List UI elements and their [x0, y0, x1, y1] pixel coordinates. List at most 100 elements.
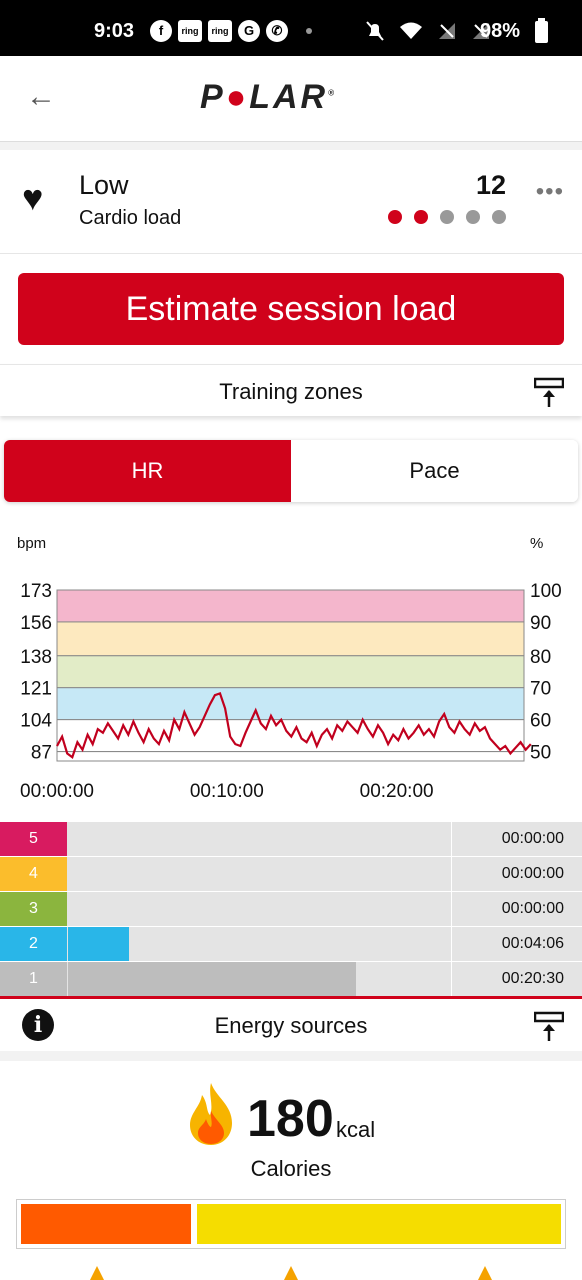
flame-icon	[190, 1083, 232, 1145]
calories-label: Calories	[250, 1156, 332, 1181]
zone-row-5: 5 00:00:00	[0, 822, 582, 857]
cardio-load-label: Cardio load	[79, 207, 182, 229]
energy-marker-icon	[478, 1266, 492, 1280]
status-time: 9:03	[94, 20, 135, 42]
zone-divider	[451, 892, 452, 926]
app-icon: G	[238, 20, 260, 42]
y-axis-label: bpm	[17, 535, 46, 552]
zone-band-2	[56, 687, 525, 721]
whatsapp-icon: ✆	[266, 20, 288, 42]
zone-time: 00:20:30	[501, 970, 564, 987]
signal-icon	[439, 23, 455, 39]
training-zones-title: Training zones	[219, 379, 363, 404]
energy-source-segment	[197, 1204, 561, 1244]
zone-row-4: 4 00:00:00	[0, 857, 582, 892]
estimate-session-load-button[interactable]: Estimate session load	[18, 273, 564, 345]
y-tick-label: 121	[20, 679, 52, 700]
info-icon[interactable]: i	[22, 1009, 54, 1041]
x-tick-label: 00:20:00	[360, 781, 434, 802]
zone-time: 00:00:00	[501, 900, 564, 917]
cardio-load-value: 12	[475, 170, 506, 200]
y-tick-label: 156	[20, 613, 52, 634]
mute-icon	[366, 21, 384, 41]
level-dot	[414, 210, 428, 224]
level-dot	[388, 210, 402, 224]
more-options-icon[interactable]: •••	[535, 178, 564, 205]
y-tick-label: 173	[20, 581, 52, 602]
level-dot	[440, 210, 454, 224]
level-dot	[492, 210, 506, 224]
zone-divider	[451, 857, 452, 891]
cardio-load-row[interactable]: ♥ Low Cardio load 12 •••	[0, 150, 582, 254]
zone-number: 5	[0, 822, 67, 856]
zone-row-3: 3 00:00:00	[0, 892, 582, 927]
energy-marker-icon	[284, 1266, 298, 1280]
export-icon[interactable]	[534, 1011, 564, 1043]
cardio-load-status: Low	[79, 170, 129, 200]
level-dot	[466, 210, 480, 224]
calories-value: 180	[247, 1090, 334, 1148]
zone-time: 00:04:06	[501, 935, 564, 952]
energy-sources-bar	[16, 1199, 566, 1249]
zone-band-4	[56, 621, 525, 657]
zone-number: 1	[0, 962, 67, 996]
divider	[0, 1051, 582, 1061]
status-bar: 9:03 f ring ring G ✆ 98%	[0, 0, 582, 56]
training-zones-header: Training zones	[0, 364, 582, 416]
hr-chart-svg: bpm % 173 100 156 90 138 80 121 70 104 60 87 50 00:0…	[17, 535, 562, 802]
zone-divider	[451, 962, 452, 996]
zone-band-3	[56, 655, 525, 689]
more-notifications-dot	[306, 28, 312, 34]
y2-axis-label: %	[530, 535, 543, 552]
energy-sources-header: i Energy sources	[0, 999, 582, 1051]
zone-time-bar	[68, 962, 357, 996]
battery-icon	[535, 18, 548, 43]
y2-tick-label: 90	[530, 613, 551, 634]
calories-unit: kcal	[336, 1117, 376, 1142]
cardio-load-level	[388, 210, 506, 224]
y-tick-label: 87	[31, 743, 52, 764]
tab-hr[interactable]: HR	[4, 440, 291, 502]
wifi-icon	[400, 22, 422, 39]
battery-percent: 98%	[479, 20, 520, 42]
y2-tick-label: 60	[530, 711, 551, 732]
y-tick-label: 138	[20, 647, 52, 668]
y2-tick-label: 100	[530, 581, 562, 602]
divider	[0, 142, 582, 150]
calories-section: 180 kcal Calories	[0, 1061, 582, 1280]
y2-tick-label: 70	[530, 679, 551, 700]
zone-number: 4	[0, 857, 67, 891]
zone-time: 00:00:00	[501, 830, 564, 847]
y-tick-label: 104	[20, 711, 52, 732]
zone-row-1: 1 00:20:30	[0, 962, 582, 997]
hr-series-line	[56, 691, 532, 759]
facebook-icon: f	[150, 20, 172, 42]
notification-icons: f ring ring G ✆	[150, 20, 312, 42]
hr-chart: bpm % 173 100 156 90 138 80 121 70 104 60 87 50 00:0…	[0, 520, 582, 820]
x-tick-label: 00:10:00	[190, 781, 264, 802]
y2-tick-label: 80	[530, 647, 551, 668]
zone-divider	[451, 822, 452, 856]
x-tick-label: 00:00:00	[20, 781, 94, 802]
energy-sources-title: Energy sources	[214, 1013, 368, 1038]
export-icon[interactable]	[534, 377, 564, 409]
energy-marker-icon	[90, 1266, 104, 1280]
zone-type-tabs: HR Pace	[4, 440, 578, 502]
zone-band-below	[56, 751, 525, 762]
polar-logo: P●LAR®	[200, 78, 338, 116]
zone-time-bar	[68, 927, 130, 961]
zone-band-5	[56, 589, 525, 623]
heart-icon: ♥	[22, 177, 44, 218]
zone-row-2: 2 00:04:06	[0, 927, 582, 962]
zone-number: 2	[0, 927, 67, 961]
zones-table: 5 00:00:00 4 00:00:00 3 00:00:00 2 00:04:06 1 00:…	[0, 822, 582, 997]
tab-pace[interactable]: Pace	[291, 440, 578, 502]
arrow-left-icon[interactable]: ←	[26, 80, 56, 113]
y2-tick-label: 50	[530, 743, 551, 764]
signal-icon	[473, 23, 489, 39]
system-icons	[365, 20, 491, 42]
section-divider	[0, 996, 582, 999]
zone-divider	[451, 927, 452, 961]
ring-app-icon: ring	[208, 20, 232, 42]
zone-time: 00:00:00	[501, 865, 564, 882]
